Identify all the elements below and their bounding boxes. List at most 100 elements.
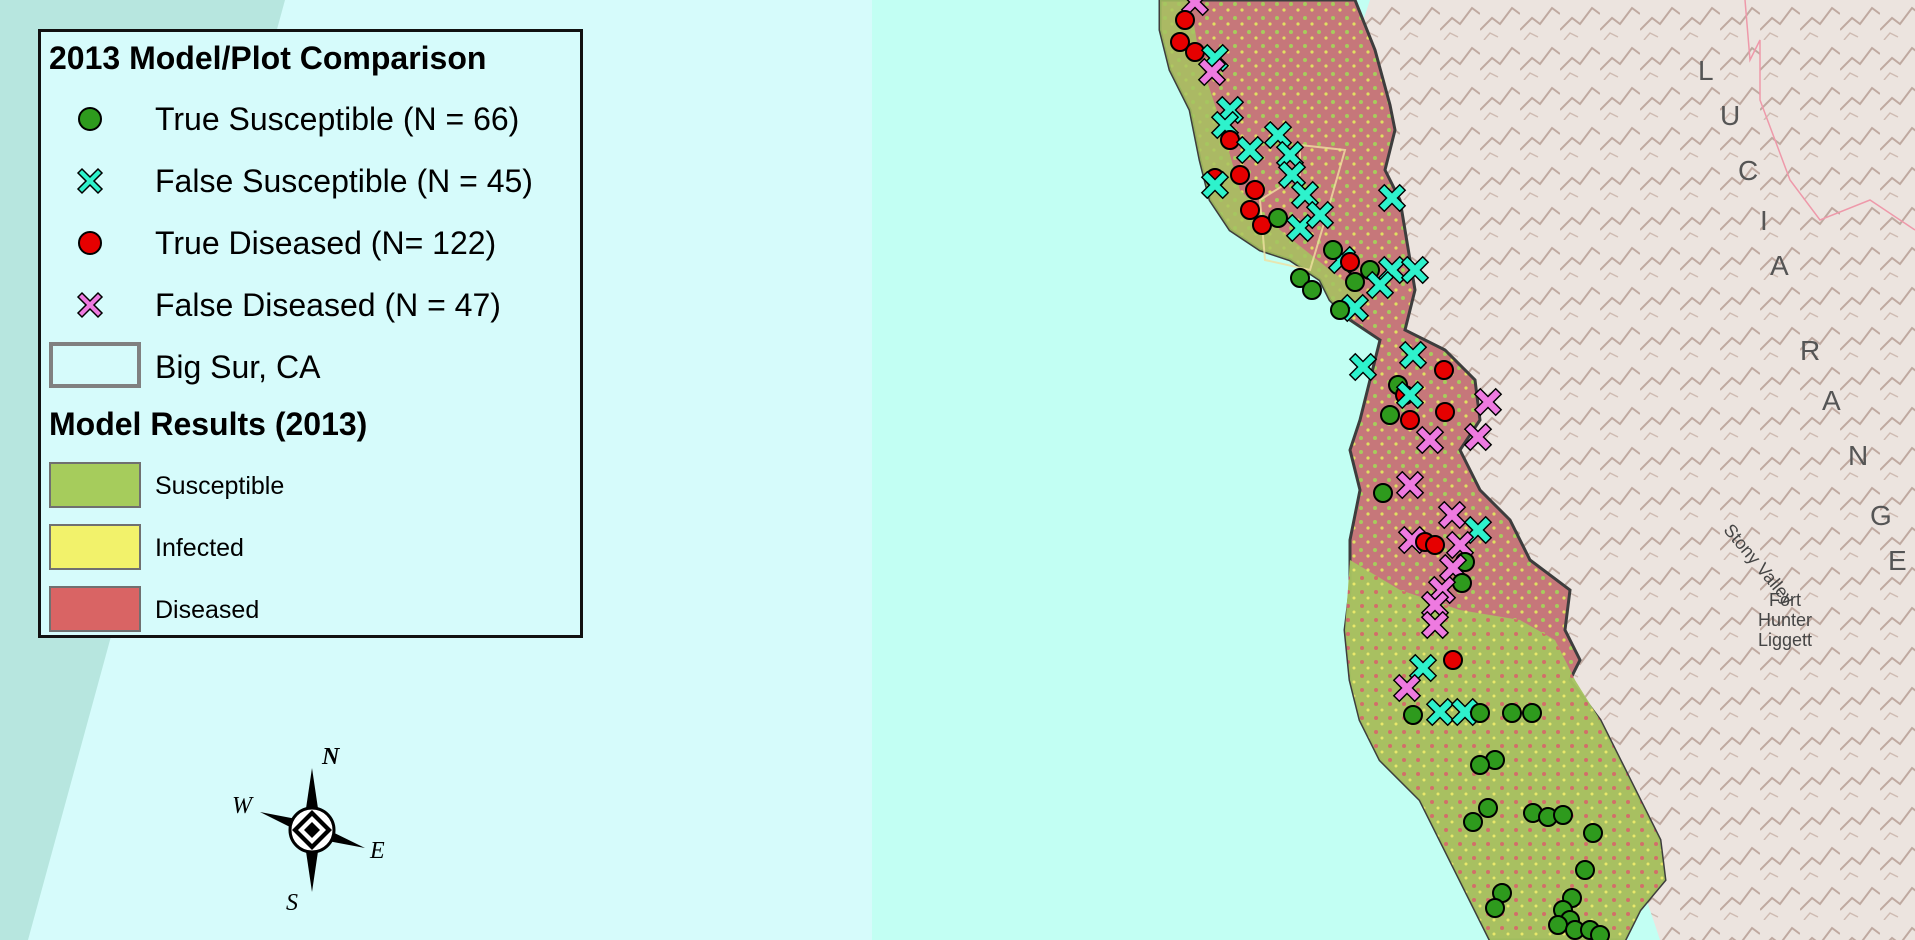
true-susceptible-marker: [1463, 812, 1483, 832]
false-susceptible-marker: [1400, 255, 1430, 285]
false-diseased-marker: [1415, 425, 1445, 455]
study-area-south: [1345, 560, 1665, 940]
swatch-diseased: [49, 586, 141, 632]
true-susceptible-marker: [1553, 805, 1573, 825]
true-susceptible-marker: [1380, 405, 1400, 425]
true-diseased-marker: [1400, 410, 1420, 430]
place-label-fort-hunter-liggett: Fort Hunter Liggett: [1757, 590, 1813, 650]
range-letter-e: E: [1888, 545, 1909, 576]
false-susceptible-marker: [1277, 160, 1307, 190]
true-susceptible-marker: [1485, 898, 1505, 918]
swatch-label-susceptible: Susceptible: [155, 472, 285, 500]
cyan-cross-icon: [76, 167, 104, 195]
boundary-label: Big Sur, CA: [155, 349, 321, 385]
true-susceptible-marker: [1590, 925, 1610, 940]
true-diseased-marker: [1434, 360, 1454, 380]
range-letter-g: G: [1870, 500, 1894, 531]
true-susceptible-marker: [1302, 280, 1322, 300]
markers-layer: [1170, 0, 1610, 940]
true-susceptible-marker: [1502, 703, 1522, 723]
boundary-line: [1744, 0, 1915, 231]
legend-item-false-diseased: False Diseased (N = 47): [41, 280, 581, 330]
false-susceptible-marker: [1275, 140, 1305, 170]
true-diseased-marker: [1443, 650, 1463, 670]
north-arrow-icon: N W E S: [232, 744, 385, 916]
false-susceptible-marker: [1408, 653, 1438, 683]
legend-panel: 2013 Model/Plot Comparison True Suscepti…: [38, 29, 583, 638]
range-letter-a2: A: [1822, 385, 1843, 416]
false-diseased-marker: [1473, 387, 1503, 417]
true-susceptible-marker: [1268, 208, 1288, 228]
legend-item-false-susceptible: False Susceptible (N = 45): [41, 156, 581, 206]
true-diseased-marker: [1230, 165, 1250, 185]
true-susceptible-marker: [1373, 483, 1393, 503]
false-susceptible-marker: [1398, 340, 1428, 370]
legend-item-true-susceptible: True Susceptible (N = 66): [41, 94, 581, 144]
false-diseased-marker: [1420, 590, 1450, 620]
true-susceptible-marker: [1290, 268, 1310, 288]
true-susceptible-marker: [1575, 860, 1595, 880]
true-diseased-marker: [1185, 42, 1205, 62]
range-letter-c: C: [1738, 155, 1761, 186]
true-susceptible-marker: [1452, 573, 1472, 593]
false-susceptible-marker: [1377, 183, 1407, 213]
compass-s: S: [286, 890, 298, 916]
red-circle-icon: [78, 231, 102, 255]
false-diseased-marker: [1420, 610, 1450, 640]
true-diseased-marker: [1220, 130, 1240, 150]
true-susceptible-marker: [1403, 705, 1423, 725]
true-diseased-marker: [1435, 402, 1455, 422]
range-letter-u: U: [1720, 100, 1743, 131]
range-letter-l: L: [1698, 55, 1716, 86]
false-diseased-marker: [1392, 673, 1422, 703]
boundary-swatch: [49, 342, 141, 388]
swatch-infected: [49, 524, 141, 570]
legend-item-true-diseased: True Diseased (N= 122): [41, 218, 581, 268]
true-diseased-marker: [1340, 252, 1360, 272]
swatch-susceptible: [49, 462, 141, 508]
pink-cross-icon: [76, 291, 104, 319]
results-title: Model Results (2013): [49, 406, 368, 442]
true-diseased-marker: [1425, 535, 1445, 555]
true-susceptible-marker: [1548, 915, 1568, 935]
compass-n: N: [321, 744, 341, 770]
compass-w: W: [232, 793, 254, 819]
range-letter-r: R: [1800, 335, 1823, 366]
true-susceptible-marker: [1330, 300, 1350, 320]
legend-label: True Susceptible (N = 66): [155, 101, 520, 137]
range-letter-a: A: [1770, 250, 1791, 281]
green-circle-icon: [78, 107, 102, 131]
true-susceptible-marker: [1478, 798, 1498, 818]
legend-label: False Susceptible (N = 45): [155, 163, 533, 199]
true-susceptible-marker: [1522, 703, 1542, 723]
true-diseased-marker: [1170, 32, 1190, 52]
false-susceptible-marker: [1200, 170, 1230, 200]
true-diseased-marker: [1245, 180, 1265, 200]
false-diseased-marker: [1463, 422, 1493, 452]
legend-label: True Diseased (N= 122): [155, 225, 497, 261]
false-susceptible-marker: [1348, 352, 1378, 382]
true-susceptible-marker: [1470, 755, 1490, 775]
true-diseased-marker: [1175, 10, 1195, 30]
swatch-label-infected: Infected: [155, 534, 244, 562]
terrain-land: [1350, 0, 1915, 940]
true-susceptible-marker: [1470, 703, 1490, 723]
false-susceptible-marker: [1365, 270, 1395, 300]
false-susceptible-marker: [1235, 135, 1265, 165]
false-susceptible-marker: [1263, 120, 1293, 150]
true-diseased-marker: [1240, 200, 1260, 220]
false-diseased-marker: [1197, 57, 1227, 87]
true-susceptible-marker: [1583, 823, 1603, 843]
range-letter-i: I: [1760, 205, 1770, 236]
true-susceptible-marker: [1345, 272, 1365, 292]
false-susceptible-marker: [1285, 213, 1315, 243]
swatch-label-diseased: Diseased: [155, 596, 260, 624]
legend-title: 2013 Model/Plot Comparison: [49, 40, 487, 76]
range-letter-n: N: [1848, 440, 1871, 471]
true-susceptible-marker: [1323, 240, 1343, 260]
compass-e: E: [369, 838, 385, 864]
false-susceptible-marker: [1395, 380, 1425, 410]
legend-label: False Diseased (N = 47): [155, 287, 501, 323]
false-susceptible-marker: [1305, 200, 1335, 230]
false-diseased-marker: [1395, 470, 1425, 500]
